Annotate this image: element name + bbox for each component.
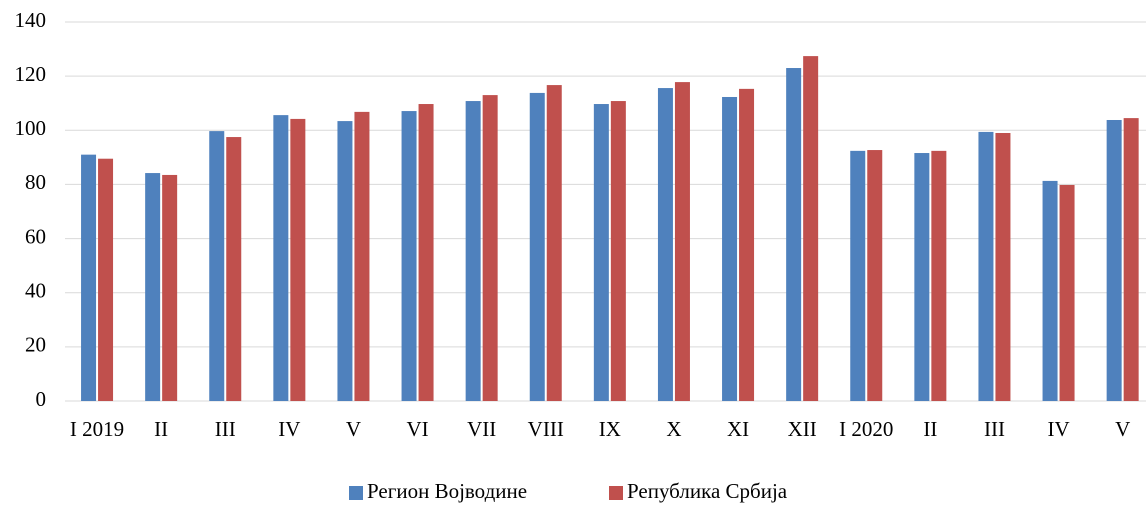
bar xyxy=(786,68,802,402)
bar xyxy=(98,158,114,401)
bar xyxy=(803,56,819,402)
bar xyxy=(1059,184,1075,401)
x-tick-label: III xyxy=(215,417,236,441)
x-tick-label: IX xyxy=(599,417,621,441)
x-tick-label: IV xyxy=(278,417,300,441)
x-tick-label: V xyxy=(1115,417,1130,441)
bar xyxy=(290,118,306,401)
bar xyxy=(978,131,994,401)
x-tick-label: VII xyxy=(467,417,496,441)
bar xyxy=(1106,119,1122,402)
y-tick-label: 120 xyxy=(15,62,47,86)
x-tick-label: III xyxy=(984,417,1005,441)
x-tick-label: I 2020 xyxy=(839,417,893,441)
bar xyxy=(931,150,947,401)
y-tick-label: 80 xyxy=(25,170,46,194)
y-tick-label: 100 xyxy=(15,116,47,140)
bar xyxy=(401,111,417,401)
y-tick-label: 0 xyxy=(36,387,47,411)
bar xyxy=(722,96,738,401)
x-tick-label: IV xyxy=(1047,417,1069,441)
bar xyxy=(209,131,225,402)
x-tick-label: VI xyxy=(406,417,428,441)
bar xyxy=(850,150,866,401)
bar xyxy=(674,82,690,401)
bar xyxy=(273,115,289,401)
bar xyxy=(145,173,161,401)
bar xyxy=(867,150,883,401)
bar xyxy=(593,104,609,401)
x-tick-label: I 2019 xyxy=(70,417,124,441)
bar xyxy=(465,101,481,401)
y-tick-label: 140 xyxy=(15,8,47,32)
x-tick-label: II xyxy=(923,417,937,441)
bar xyxy=(162,174,178,401)
bar xyxy=(337,121,353,402)
bar xyxy=(1123,118,1139,401)
y-tick-label: 60 xyxy=(25,224,46,248)
bar xyxy=(81,154,97,401)
x-tick-label: XII xyxy=(788,417,817,441)
bar xyxy=(226,137,242,401)
legend-swatch xyxy=(609,486,623,500)
bar xyxy=(1042,180,1058,401)
legend-label: Република Србија xyxy=(627,479,788,503)
bar xyxy=(546,85,562,402)
bar xyxy=(610,101,626,401)
y-tick-label: 40 xyxy=(25,279,46,303)
x-tick-label: X xyxy=(666,417,681,441)
legend-swatch xyxy=(349,486,363,500)
x-tick-label: XI xyxy=(727,417,749,441)
y-tick-label: 20 xyxy=(25,333,46,357)
x-tick-label: II xyxy=(154,417,168,441)
x-tick-label: VIII xyxy=(528,417,564,441)
bar xyxy=(354,111,370,402)
bar xyxy=(739,88,755,402)
legend-label: Регион Војводине xyxy=(367,479,527,503)
x-tick-label: V xyxy=(346,417,361,441)
bar xyxy=(418,104,434,401)
bar xyxy=(482,95,498,401)
bar xyxy=(914,153,930,401)
bar xyxy=(657,88,673,401)
bar xyxy=(529,92,545,402)
bar xyxy=(995,132,1011,401)
